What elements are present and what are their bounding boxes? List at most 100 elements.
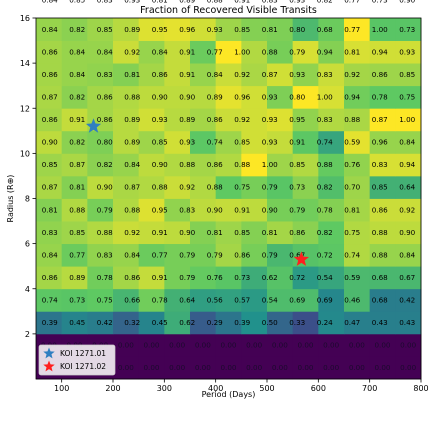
cell-value-label: 0.64 [399, 183, 415, 192]
cell-value-label: 0.42 [97, 318, 113, 327]
cell-value-label: 0.92 [234, 115, 250, 124]
heatmap-cell [241, 288, 268, 312]
heatmap-cell [215, 40, 242, 64]
cell-value-label: 0.90 [42, 138, 58, 147]
heatmap-cell [292, 333, 319, 357]
heatmap-cell [267, 40, 294, 64]
heatmap-cell [369, 175, 396, 199]
heatmap-cell [87, 288, 114, 312]
heatmap-cell [241, 108, 268, 132]
cell-value-label: 0.84 [399, 250, 415, 259]
cell-value-label: 0.68 [372, 273, 388, 282]
heatmap-cell [369, 130, 396, 154]
cell-value-label: 0.83 [317, 70, 333, 79]
cell-value-label: 0.43 [399, 318, 415, 327]
heatmap-cell [138, 175, 165, 199]
heatmap-cell [164, 153, 191, 177]
heatmap-cell [164, 311, 191, 335]
heatmap-cell [344, 221, 371, 245]
heatmap-cell [395, 333, 422, 357]
cell-value-label: 0.75 [344, 228, 360, 237]
heatmap-cell [61, 85, 88, 109]
star-marker-koi-1271-02 [293, 251, 309, 266]
heatmap-cell [164, 198, 191, 222]
cell-value-label: 0.32 [124, 318, 140, 327]
cell-value-label: 0.56 [207, 296, 223, 305]
heatmap-cell [164, 63, 191, 87]
heatmap-cell [138, 18, 165, 41]
heatmap-cell [36, 18, 63, 41]
heatmap-cell [61, 63, 88, 87]
heatmap-cell [87, 243, 114, 267]
cell-value-label: 0.93 [262, 115, 278, 124]
heatmap-cell [215, 153, 242, 177]
heatmap-cell [292, 311, 319, 335]
cell-value-label: 0.76 [344, 160, 360, 169]
cell-value-label: 0.73 [234, 273, 250, 282]
cell-value-label: 0.91 [69, 115, 85, 124]
legend-box [38, 344, 116, 376]
cell-value-label: 0.89 [124, 138, 140, 147]
heatmap-cell [241, 40, 268, 64]
heatmap-cell [36, 108, 63, 132]
heatmap-cell [138, 85, 165, 109]
cell-value-label: 0.91 [152, 273, 168, 282]
cell-value-label: 0.33 [289, 318, 305, 327]
cell-value-label: 0.81 [344, 47, 360, 56]
cell-value-label: 0.82 [317, 0, 333, 5]
cell-value-label: 0.86 [372, 70, 388, 79]
cell-value-label: 0.82 [317, 183, 333, 192]
cell-value-label: 0.77 [207, 47, 223, 56]
heatmap-cell [87, 221, 114, 245]
cell-value-label: 0.85 [97, 25, 113, 34]
cell-value-label: 0.88 [317, 160, 333, 169]
cell-value-label: 0.00 [169, 363, 185, 372]
heatmap-cell [292, 356, 319, 380]
cell-value-label: 0.62 [179, 318, 195, 327]
heatmap-cell [164, 266, 191, 290]
cell-value-label: 0.81 [344, 205, 360, 214]
heatmap-cell [215, 266, 242, 290]
cell-value-label: 0.89 [124, 115, 140, 124]
cell-value-label: 0.68 [372, 296, 388, 305]
heatmap-cell [318, 266, 345, 290]
cell-value-label: 0.72 [289, 273, 305, 282]
heatmap-cell [138, 130, 165, 154]
heatmap-cell [113, 153, 140, 177]
heatmap-cell [190, 198, 217, 222]
heatmap-cell [87, 175, 114, 199]
cell-value-label: 0.90 [179, 92, 195, 101]
cell-value-label: 0.88 [372, 228, 388, 237]
x-tick-label: 700 [362, 384, 377, 393]
heatmap-cell [344, 333, 371, 357]
cell-value-label: 0.86 [289, 228, 305, 237]
cell-value-label: 0.00 [272, 341, 288, 350]
heatmap-cell [318, 311, 345, 335]
cell-value-label: 0.93 [262, 138, 278, 147]
heatmap-cell [395, 130, 422, 154]
heatmap-cell [36, 288, 63, 312]
x-tick-label: 100 [54, 384, 69, 393]
heatmap-cell [292, 288, 319, 312]
heatmap-cell [369, 266, 396, 290]
cell-value-label: 0.87 [372, 115, 388, 124]
heatmap-cell [318, 221, 345, 245]
cell-value-label: 0.00 [349, 341, 365, 350]
cell-value-label: 0.46 [344, 296, 360, 305]
cell-value-label: 0.43 [372, 318, 388, 327]
cell-value-label: 0.96 [372, 138, 388, 147]
cell-value-label: 0.91 [289, 138, 305, 147]
heatmap-cell [267, 356, 294, 380]
heatmap-cell [61, 198, 88, 222]
cell-value-label: 0.79 [179, 250, 195, 259]
cell-value-label: 0.81 [69, 183, 85, 192]
heatmap-cell [61, 18, 88, 41]
heatmap-cell [61, 108, 88, 132]
heatmap-cell [190, 130, 217, 154]
heatmap-cell [267, 311, 294, 335]
heatmap-cell-labels: 0.00 0.00 0.00 0.00 0.00 0.00 0.00 0.00 0.00 0.00… [41, 0, 417, 372]
heatmap-cell [87, 18, 114, 41]
cell-value-label: 0.78 [372, 92, 388, 101]
heatmap-cell [113, 175, 140, 199]
heatmap-cell [344, 356, 371, 380]
